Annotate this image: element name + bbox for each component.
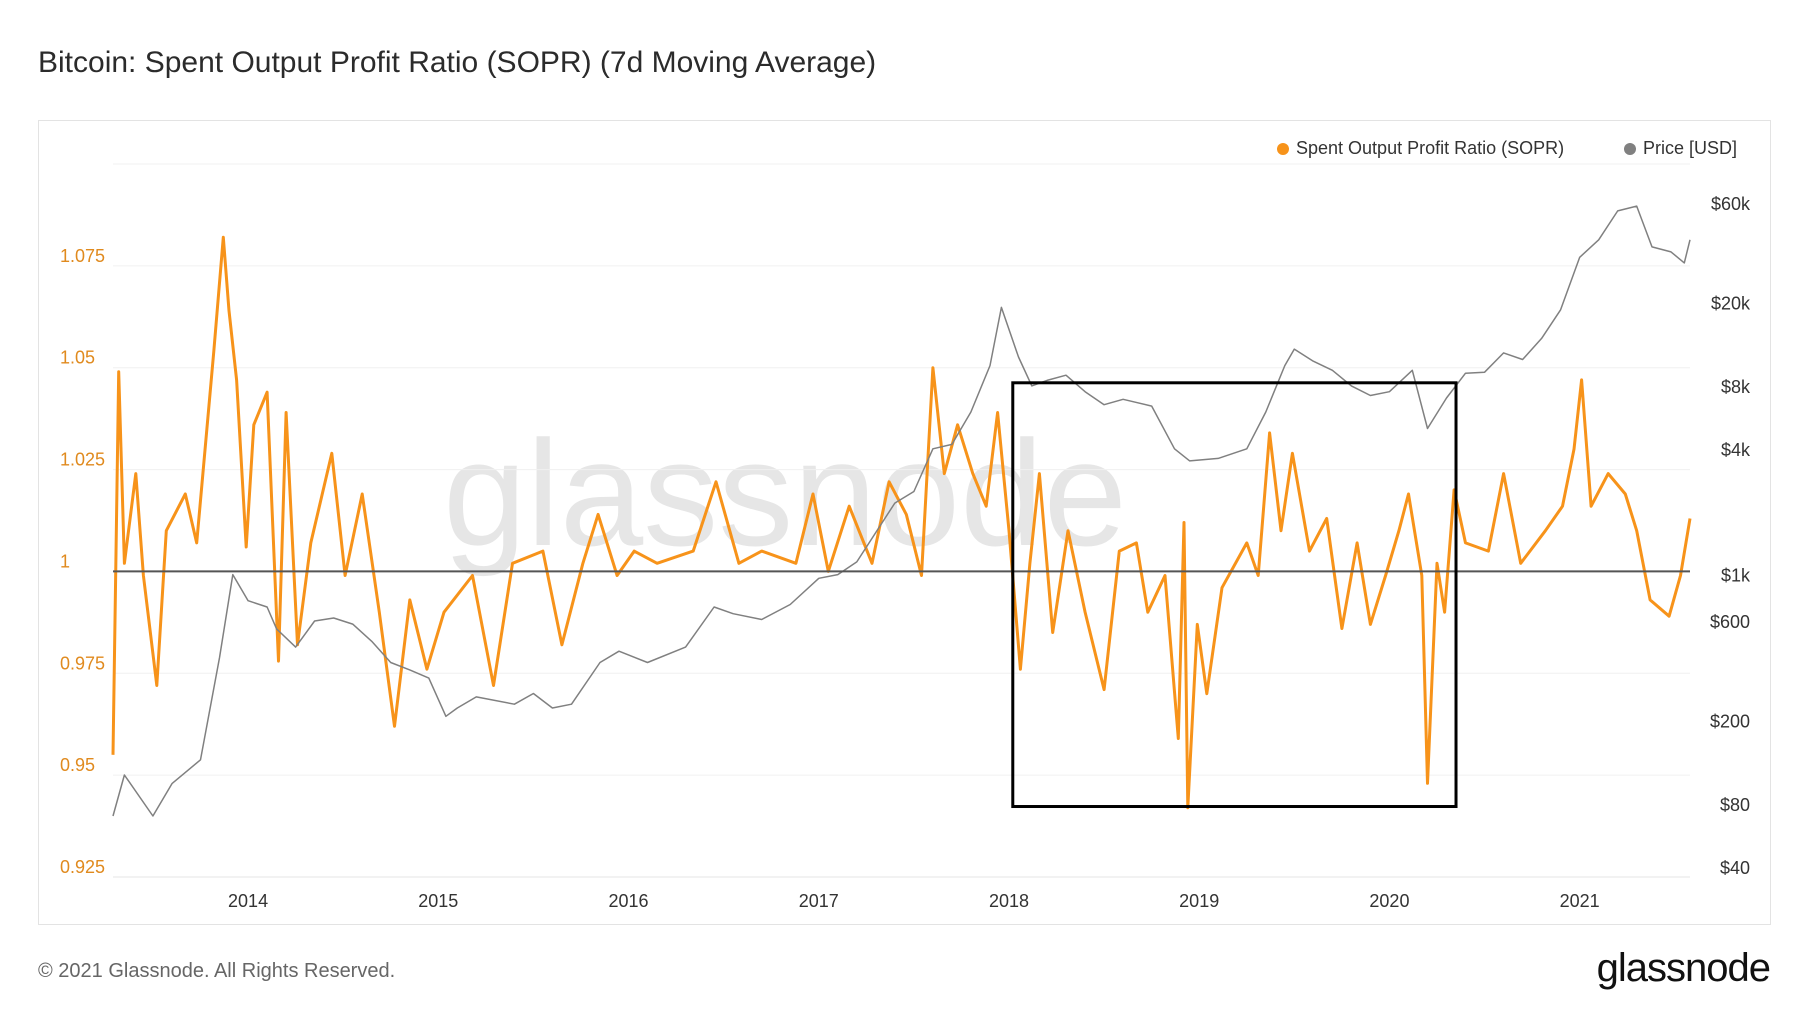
y-right-tick-label: $20k (1711, 294, 1751, 314)
y-left-tick-label: 0.975 (60, 653, 105, 673)
y-left-tick-label: 0.925 (60, 857, 105, 877)
x-tick-label: 2015 (418, 891, 458, 911)
y-right-tick-label: $80 (1720, 795, 1750, 815)
y-right-tick-label: $200 (1710, 712, 1750, 732)
y-right-tick-label: $4k (1721, 440, 1751, 460)
x-tick-label: 2019 (1179, 891, 1219, 911)
legend-dot-icon (1277, 142, 1289, 155)
y-right-tick-label: $40 (1720, 858, 1750, 878)
y-left-tick-label: 1 (60, 551, 70, 571)
legend-dot-icon (1624, 142, 1636, 155)
watermark: glassnode (443, 409, 1127, 577)
glassnode-logo[interactable]: glassnode (1596, 946, 1771, 990)
x-tick-label: 2014 (228, 891, 268, 911)
price-line (112, 205, 1691, 817)
y-right-tick-label: $600 (1710, 612, 1750, 632)
x-tick-label: 2018 (989, 891, 1029, 911)
legend-label-price: Price [USD] (1643, 138, 1738, 158)
y-left-tick-label: 1.025 (60, 450, 105, 470)
chart-frame (38, 120, 1771, 925)
legend-item-sopr[interactable]: Spent Output Profit Ratio (SOPR) (1277, 138, 1564, 159)
y-right-tick-label: $1k (1721, 566, 1751, 586)
x-tick-label: 2016 (608, 891, 648, 911)
y-left-tick-label: 1.075 (60, 246, 105, 266)
x-tick-label: 2020 (1369, 891, 1409, 911)
y-right-tick-label: $60k (1711, 194, 1751, 214)
annotation-box (1011, 381, 1458, 809)
y-left-tick-label: 0.95 (60, 755, 95, 775)
copyright-footer: © 2021 Glassnode. All Rights Reserved. (38, 960, 396, 982)
y-right-tick-label: $8k (1721, 377, 1751, 397)
y-left-tick-label: 1.05 (60, 348, 95, 368)
legend-label-sopr: Spent Output Profit Ratio (SOPR) (1296, 138, 1565, 158)
chart-title: Bitcoin: Spent Output Profit Ratio (SOPR… (38, 46, 877, 79)
x-tick-label: 2017 (799, 891, 839, 911)
x-tick-label: 2021 (1560, 891, 1600, 911)
legend-item-price[interactable]: Price [USD] (1624, 138, 1737, 159)
